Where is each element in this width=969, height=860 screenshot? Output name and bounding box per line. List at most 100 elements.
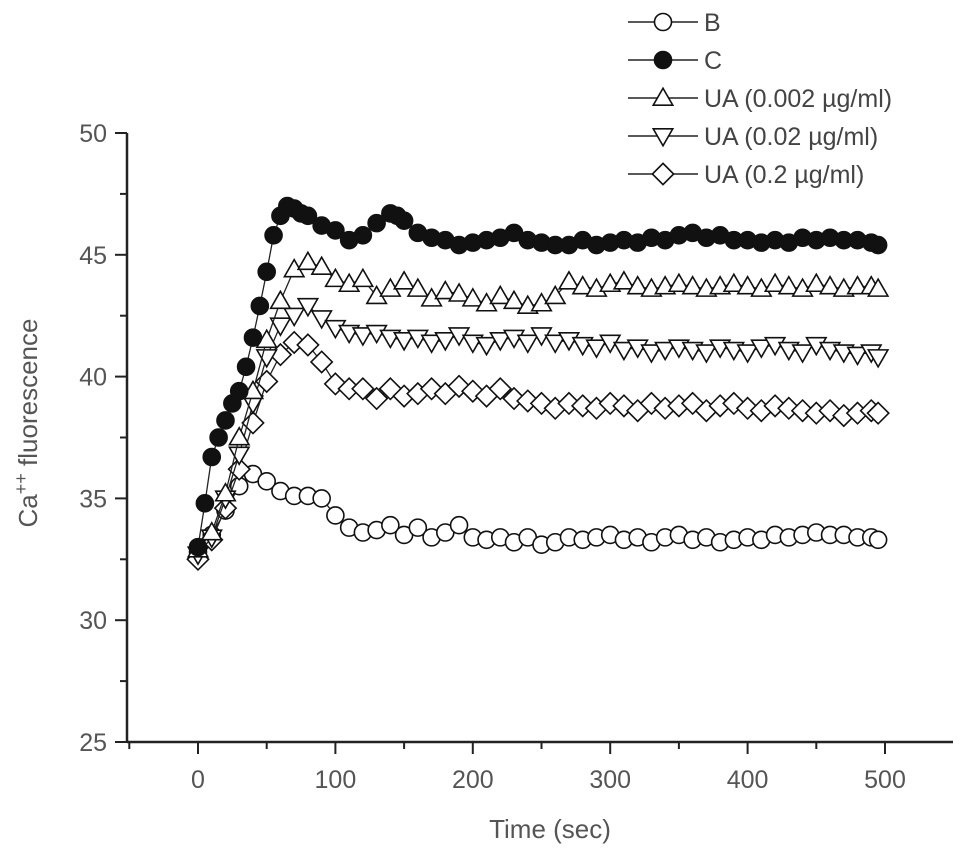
data-point: [502, 289, 526, 310]
legend-label: UA (0.02 µg/ml): [704, 123, 878, 151]
data-point: [392, 332, 416, 352]
data-point: [269, 317, 292, 337]
data-point: [269, 289, 292, 310]
data-point: [449, 515, 469, 535]
x-tick-label: 100: [315, 766, 357, 794]
data-point: [868, 530, 888, 550]
data-point: [612, 341, 636, 362]
data-point: [461, 287, 484, 307]
data-point: [818, 275, 842, 295]
data-point: [209, 428, 228, 447]
data-point: [866, 401, 890, 425]
data-point: [200, 521, 223, 541]
series-circle-open: [188, 464, 888, 562]
data-point: [296, 250, 320, 271]
data-point: [846, 346, 869, 367]
data-point: [408, 518, 428, 537]
data-point: [736, 275, 759, 295]
data-point: [866, 277, 890, 297]
legend-marker: [651, 86, 675, 107]
data-point: [777, 275, 800, 295]
data-point: [695, 344, 718, 364]
y-tick-label: 45: [79, 242, 107, 270]
y-tick-label: 50: [79, 120, 107, 148]
y-axis-title-superscript: ++: [11, 473, 31, 494]
data-point: [420, 334, 443, 354]
data-point: [353, 226, 373, 245]
x-tick-label: 300: [589, 766, 631, 794]
data-point: [324, 267, 347, 288]
data-point: [202, 447, 222, 467]
legend-label: UA (0.002 µg/ml): [704, 85, 892, 113]
data-point: [612, 270, 636, 290]
x-tick-label: 400: [727, 766, 769, 794]
data-point: [229, 381, 249, 401]
axes: [125, 133, 953, 744]
y-axis-title: Ca++ fluorescence: [11, 319, 43, 528]
data-point: [544, 284, 567, 305]
data-point: [216, 411, 235, 430]
series-diamond-open: [186, 330, 890, 572]
data-point: [392, 270, 416, 290]
data-point: [722, 272, 746, 293]
data-point: [667, 272, 691, 293]
y-axis-title-main: Ca: [13, 494, 43, 528]
data-point: [585, 339, 608, 359]
data-point: [654, 341, 677, 362]
data-point: [236, 357, 256, 377]
data-point: [367, 213, 386, 233]
data-point: [763, 272, 787, 293]
data-point: [866, 349, 890, 369]
data-point: [283, 307, 306, 328]
data-point: [228, 446, 251, 466]
ticks: 0 100 200 300 400 500 25 30 35 40 45 50: [79, 120, 906, 794]
legend-entry: UA (0.2 µg/ml): [628, 161, 864, 189]
data-point: [257, 262, 277, 282]
legend-label: C: [704, 47, 722, 75]
data-point: [312, 489, 331, 508]
data-point: [640, 344, 663, 364]
legend-label: B: [704, 9, 721, 37]
data-point: [250, 296, 270, 316]
data-point: [296, 297, 320, 318]
y-tick-label: 35: [79, 485, 107, 513]
data-point: [195, 493, 215, 513]
data-point: [488, 377, 513, 401]
y-tick-label: 25: [79, 729, 107, 757]
x-tick-label: 200: [452, 766, 494, 794]
data-point: [296, 333, 320, 357]
legend-entry: B: [628, 9, 721, 37]
data-point: [214, 482, 237, 502]
x-axis-title: Time (sec): [489, 814, 611, 844]
data-point: [447, 282, 471, 302]
series: [186, 196, 890, 572]
legend-entry: UA (0.002 µg/ml): [628, 85, 892, 113]
data-point: [489, 284, 512, 305]
data-point: [228, 426, 251, 446]
y-axis-title-rest: fluorescence: [13, 319, 43, 474]
data-point: [681, 275, 704, 295]
data-point: [351, 377, 375, 401]
x-tick-label: 500: [864, 766, 906, 794]
legend-marker: [651, 127, 675, 148]
series-triangle-down-open: [186, 297, 890, 566]
data-point: [326, 221, 345, 240]
data-point: [557, 270, 581, 290]
data-point: [868, 235, 888, 255]
data-point: [257, 472, 277, 491]
data-point: [364, 386, 389, 411]
series-circle-filled: [188, 196, 888, 557]
legend-entry: UA (0.02 µg/ml): [628, 123, 878, 151]
y-tick-label: 30: [79, 607, 107, 635]
data-point: [434, 332, 457, 352]
data-point: [241, 411, 265, 435]
data-point: [791, 344, 814, 364]
data-point: [516, 334, 539, 354]
data-point: [805, 272, 828, 293]
legend-label: UA (0.2 µg/ml): [704, 161, 864, 189]
data-point: [406, 277, 429, 297]
data-point: [544, 334, 567, 354]
legend: BC UA (0.002 µg/ml) UA (0.02 µg/ml) UA (0.2…: [628, 9, 892, 189]
legend-marker: [651, 162, 675, 186]
